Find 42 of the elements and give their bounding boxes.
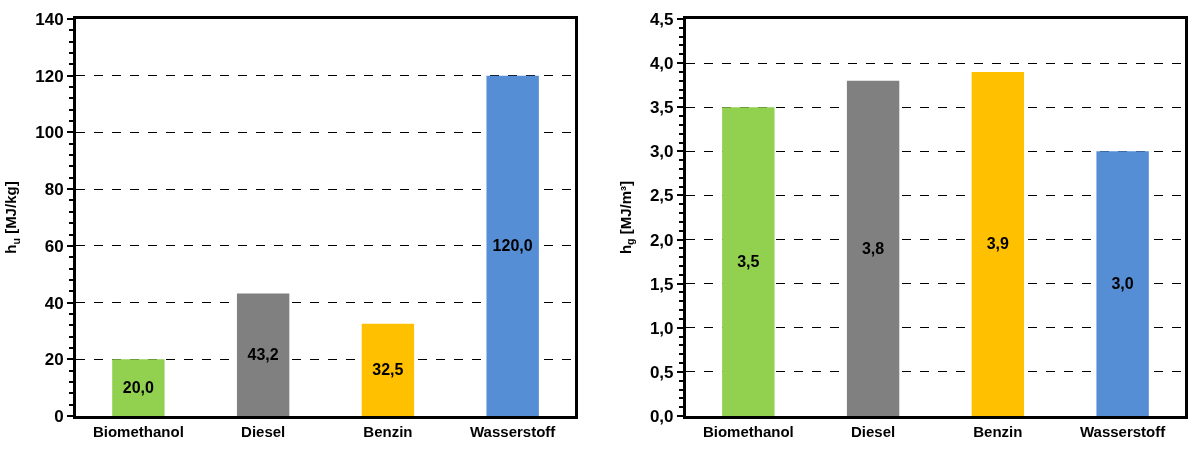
y-tick-label: 140 <box>35 9 64 29</box>
data-label: 3,9 <box>986 235 1010 253</box>
x-tick-label: Wasserstoff <box>1079 423 1167 440</box>
x-tick-label: Benzin <box>363 423 413 440</box>
x-tick-label: Diesel <box>850 423 896 440</box>
y-tick-label: 0 <box>54 406 64 426</box>
bar <box>112 359 165 416</box>
data-label: 120,0 <box>492 237 533 255</box>
x-tick-label: Biomethanol <box>92 423 184 440</box>
bar <box>722 107 775 416</box>
bar <box>236 293 290 416</box>
y-tick-label: 2,5 <box>649 186 674 206</box>
data-label: 3,8 <box>861 239 885 257</box>
x-tick-label: Biomethanol <box>702 423 794 440</box>
y-tick-label: 4,0 <box>649 54 674 74</box>
bar <box>361 323 415 416</box>
data-label: 32,5 <box>372 361 404 379</box>
y-tick-label: 20 <box>44 350 64 370</box>
x-tick-label: Benzin <box>973 423 1023 440</box>
y-tick-label: 40 <box>44 293 64 313</box>
y-tick-label: 100 <box>35 123 64 143</box>
y-tick-label: 3,0 <box>649 142 674 162</box>
x-tick-label: Diesel <box>241 423 286 440</box>
y-tick-label: 0,0 <box>649 406 674 426</box>
data-label: 43,2 <box>247 346 279 364</box>
y-tick-label: 80 <box>44 180 64 200</box>
y-tick-label: 120 <box>35 66 64 86</box>
bar <box>846 80 900 416</box>
y-tick-label: 2,0 <box>649 230 674 250</box>
y-tick-label: 3,5 <box>649 98 674 118</box>
y-tick-label: 1,5 <box>649 274 674 294</box>
y-tick-label: 1,0 <box>649 318 674 338</box>
y-tick-label: 60 <box>44 236 64 256</box>
x-tick-label: Wasserstoff <box>470 423 557 440</box>
y-tick-label: 0,5 <box>649 362 674 382</box>
data-label: 3,0 <box>1111 275 1134 293</box>
data-label: 20,0 <box>122 379 154 397</box>
bar <box>486 75 539 416</box>
bar <box>1096 151 1149 416</box>
y-tick-label: 4,5 <box>649 9 674 29</box>
data-label: 3,5 <box>737 253 760 271</box>
bar <box>971 71 1025 416</box>
